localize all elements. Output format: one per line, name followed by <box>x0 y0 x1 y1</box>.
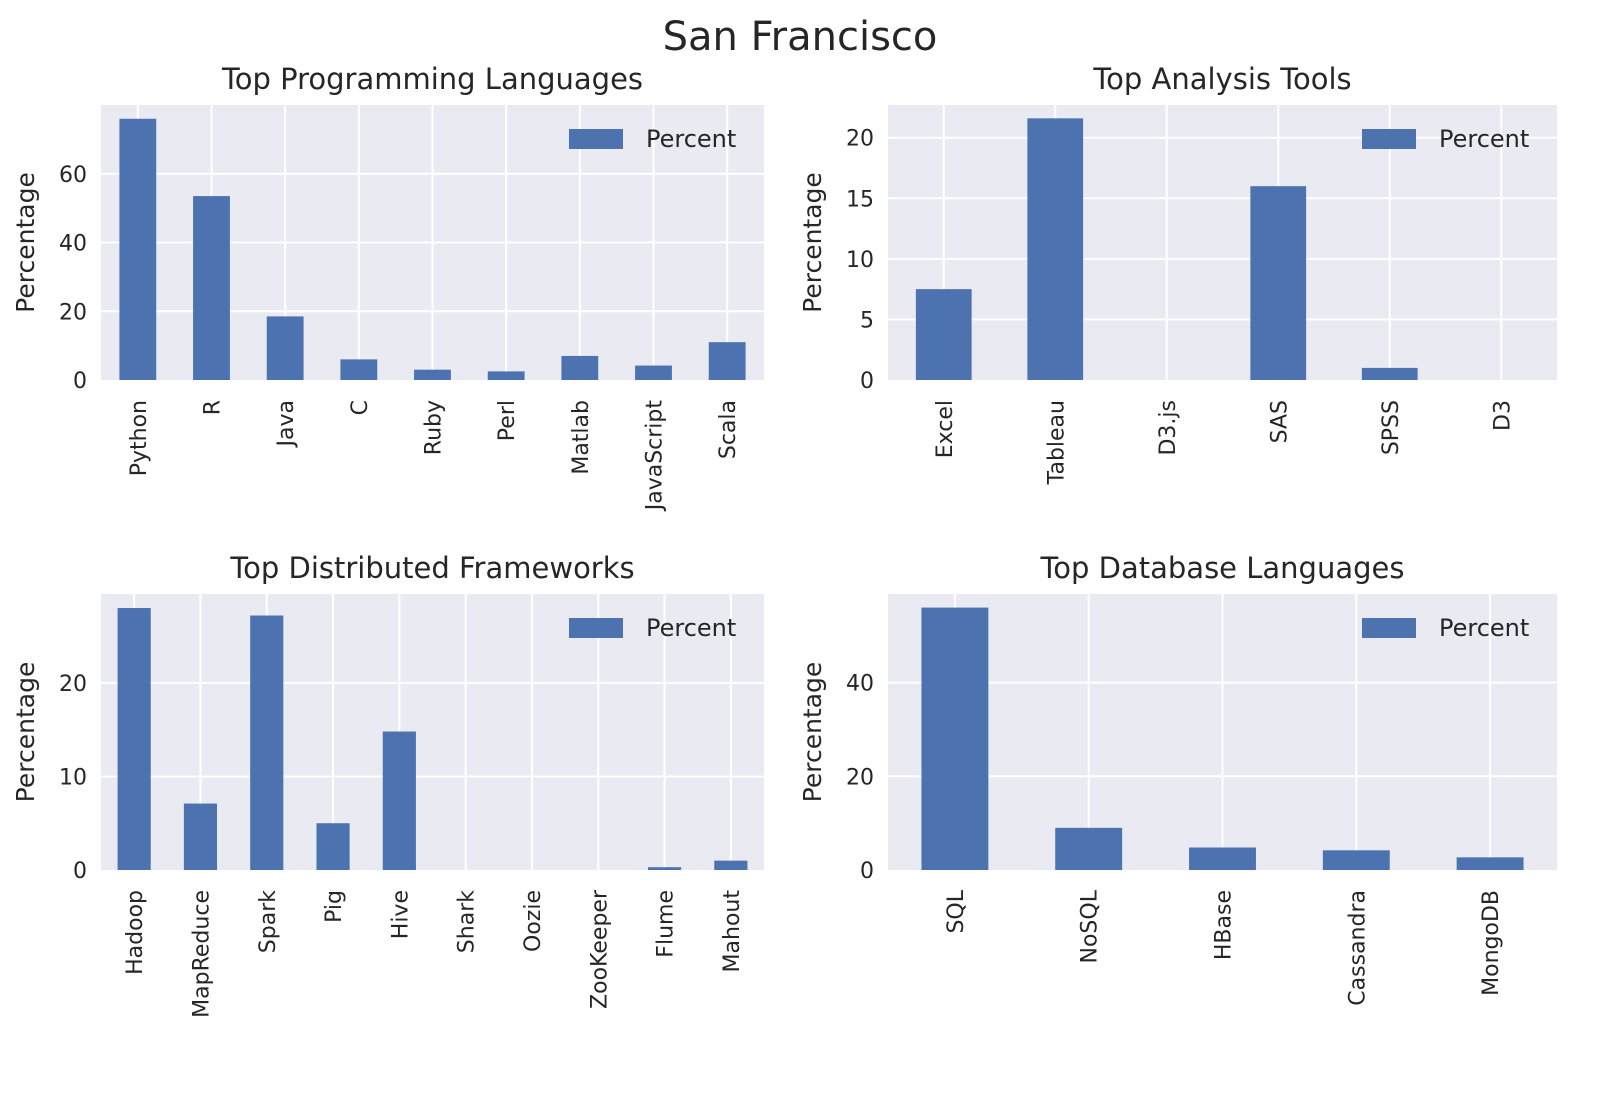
x-tick-label: Oozie <box>521 890 546 952</box>
x-tick-label: Pig <box>322 890 347 923</box>
x-tick-label: MongoDB <box>1479 890 1504 996</box>
y-axis-label: Percentage <box>798 172 827 313</box>
subplot-title: Top Programming Languages <box>221 62 643 96</box>
legend-swatch <box>569 129 623 149</box>
x-tick-label: Python <box>127 400 152 476</box>
legend-swatch <box>569 618 623 638</box>
bar-perl <box>487 371 525 380</box>
x-tick-label: Mahout <box>720 890 745 973</box>
x-tick-label: SPSS <box>1379 400 1404 455</box>
x-tick-label: JavaScript <box>643 400 668 513</box>
x-tick-label: D3 <box>1490 400 1515 431</box>
x-tick-label: Java <box>274 400 299 448</box>
y-tick-label: 10 <box>846 248 874 273</box>
y-tick-label: 0 <box>73 369 87 394</box>
bar-mapreduce <box>183 803 218 870</box>
x-tick-label: Hadoop <box>123 890 148 975</box>
bar-scala <box>708 342 746 380</box>
legend-label: Percent <box>646 125 736 153</box>
x-tick-label: Flume <box>654 890 679 958</box>
bar-java <box>266 316 304 380</box>
x-tick-label: Spark <box>256 890 281 953</box>
plot-area <box>888 105 1557 380</box>
bar-python <box>119 118 157 380</box>
legend-label: Percent <box>646 614 736 642</box>
x-tick-label: Perl <box>495 400 520 441</box>
bar-nosql <box>1055 827 1123 870</box>
bar-excel <box>915 289 972 380</box>
y-tick-label: 20 <box>59 672 87 697</box>
x-tick-label: SAS <box>1267 400 1292 443</box>
legend-swatch <box>1362 618 1416 638</box>
figure-title: San Francisco <box>662 14 938 60</box>
y-tick-label: 0 <box>860 859 874 884</box>
bar-ruby <box>414 369 451 380</box>
bar-flume <box>647 867 682 870</box>
x-tick-label: Shark <box>455 890 480 953</box>
x-tick-label: Tableau <box>1044 400 1069 485</box>
x-tick-label: C <box>348 400 373 415</box>
bar-spark <box>250 615 284 870</box>
y-axis-label: Percentage <box>11 662 40 803</box>
y-tick-label: 0 <box>73 859 87 884</box>
x-tick-label: SQL <box>944 889 969 933</box>
y-tick-label: 40 <box>59 232 87 257</box>
x-tick-label: Ruby <box>422 400 447 455</box>
y-tick-label: 5 <box>860 308 874 333</box>
x-tick-label: MapReduce <box>189 890 214 1018</box>
y-tick-label: 60 <box>59 163 87 188</box>
y-axis-label: Percentage <box>798 662 827 803</box>
bar-hadoop <box>117 608 151 870</box>
legend-label: Percent <box>1439 614 1529 642</box>
x-tick-label: Matlab <box>569 400 594 475</box>
x-tick-label: D3.js <box>1156 400 1181 456</box>
y-tick-label: 15 <box>846 187 874 212</box>
legend-swatch <box>1362 129 1416 149</box>
y-tick-label: 40 <box>846 672 874 697</box>
x-tick-label: ZooKeeper <box>587 889 612 1009</box>
legend-label: Percent <box>1439 125 1529 153</box>
bar-r <box>193 196 230 380</box>
bar-mongodb <box>1456 857 1524 870</box>
bar-spss <box>1361 367 1418 380</box>
bar-hive <box>382 731 416 870</box>
bar-sql <box>921 607 989 870</box>
y-tick-label: 10 <box>59 765 87 790</box>
bar-hbase <box>1189 847 1256 870</box>
y-tick-label: 20 <box>846 765 874 790</box>
x-tick-label: HBase <box>1212 890 1237 960</box>
bar-mahout <box>714 860 748 870</box>
bar-matlab <box>561 355 599 380</box>
x-tick-label: Cassandra <box>1345 890 1370 1006</box>
bar-tableau <box>1027 118 1084 380</box>
x-tick-label: Scala <box>716 400 741 459</box>
bar-cassandra <box>1322 850 1390 870</box>
subplot-title: Top Database Languages <box>1040 551 1405 585</box>
y-axis-label: Percentage <box>11 172 40 313</box>
x-tick-label: Hive <box>388 890 413 939</box>
bar-sas <box>1250 186 1307 380</box>
subplot-title: Top Distributed Frameworks <box>229 551 634 585</box>
bar-c <box>340 359 378 380</box>
y-tick-label: 20 <box>846 127 874 152</box>
y-tick-label: 20 <box>59 300 87 325</box>
x-tick-label: R <box>201 400 226 415</box>
bar-javascript <box>635 365 672 380</box>
x-tick-label: NoSQL <box>1078 889 1103 963</box>
subplot-title: Top Analysis Tools <box>1092 62 1351 96</box>
bar-pig <box>316 823 350 870</box>
y-tick-label: 0 <box>860 369 874 394</box>
x-tick-label: Excel <box>933 400 958 458</box>
